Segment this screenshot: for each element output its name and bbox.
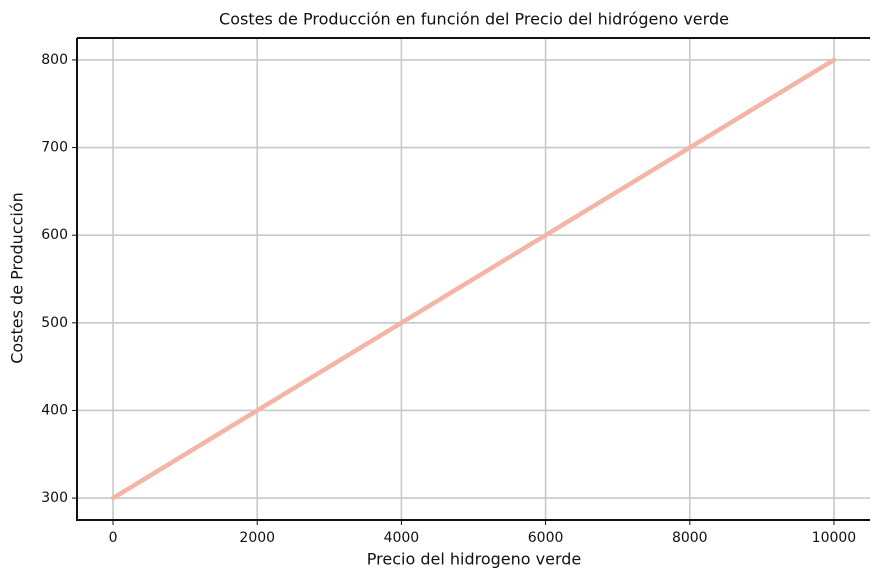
y-tick-label: 600 [41,227,68,243]
axis-frame [76,37,870,521]
y-tick-label: 300 [41,490,68,506]
x-axis-label: Precio del hidrogeno verde [367,550,581,569]
x-tick-label: 4000 [384,530,420,546]
chart-title: Costes de Producción en función del Prec… [219,10,729,29]
x-tick-label: 8000 [672,530,708,546]
y-tick-label: 700 [41,140,68,156]
x-tick-label: 6000 [528,530,564,546]
y-tick-label: 800 [41,52,68,68]
y-tick-label: 500 [41,315,68,331]
x-tick-label: 0 [109,530,118,546]
x-tick-label: 2000 [239,530,275,546]
y-axis-label: Costes de Producción [8,192,27,364]
x-tick-label: 10000 [812,530,857,546]
line-series [110,57,837,501]
y-tick-label: 400 [41,402,68,418]
